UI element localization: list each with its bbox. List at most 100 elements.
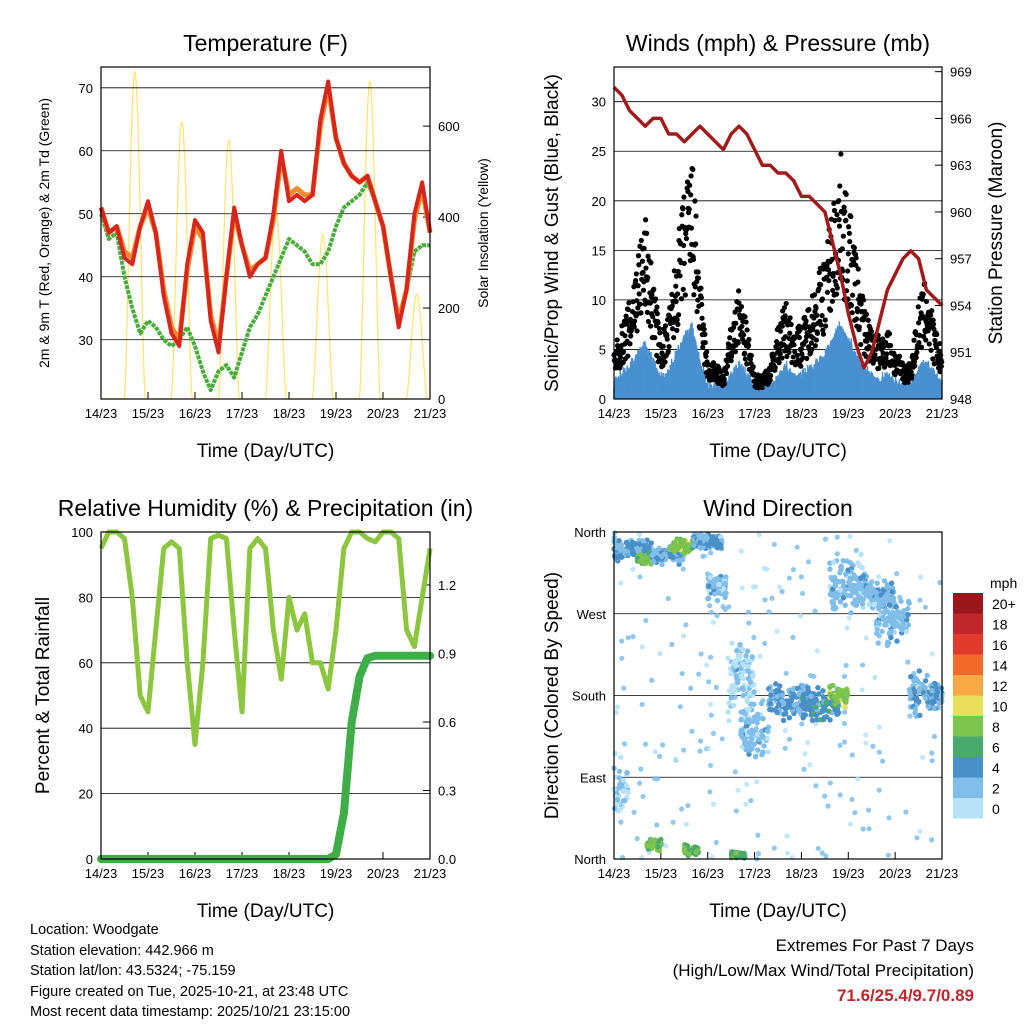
direction-point xyxy=(705,595,712,602)
direction-point xyxy=(706,679,712,685)
gust-point xyxy=(810,326,816,333)
direction-point xyxy=(808,693,814,699)
extremes-values: 71.6/25.4/9.7/0.89 xyxy=(836,986,974,1005)
gust-point xyxy=(702,339,708,346)
gust-point xyxy=(617,354,623,360)
x-tick-label: 20/23 xyxy=(879,866,912,881)
direction-point xyxy=(711,583,717,590)
gust-point xyxy=(788,321,794,328)
gust-point xyxy=(670,319,676,325)
direction-point xyxy=(884,591,891,597)
gust-point xyxy=(614,337,620,343)
y-tick-label: 30 xyxy=(79,333,93,348)
direction-point xyxy=(679,670,685,677)
direction-point xyxy=(776,702,782,708)
panel-1: Temperature (F) Time (Day/UTC) 2m & 9m T (… xyxy=(36,30,491,462)
direction-point xyxy=(859,662,866,668)
direction-point xyxy=(618,754,624,760)
direction-point xyxy=(746,620,752,626)
direction-point xyxy=(738,548,744,554)
gust-point xyxy=(856,324,862,330)
y-tick-label: 40 xyxy=(79,721,93,736)
direction-point xyxy=(819,708,826,715)
direction-point xyxy=(621,741,628,747)
gust-point xyxy=(841,204,847,210)
gust-point xyxy=(738,304,745,310)
direction-point xyxy=(823,700,829,706)
gust-point xyxy=(675,268,681,275)
direction-point xyxy=(681,537,687,544)
y-axis-label: Direction (Colored By Speed) xyxy=(542,572,563,819)
direction-point xyxy=(849,796,855,803)
gust-point xyxy=(831,207,838,214)
legend-swatch xyxy=(953,613,983,634)
direction-point xyxy=(634,545,640,551)
direction-point xyxy=(843,571,849,577)
direction-point xyxy=(640,793,646,800)
direction-point xyxy=(638,766,644,772)
station-info: Location: Woodgate Station elevation: 44… xyxy=(30,920,350,1023)
direction-point xyxy=(863,635,869,641)
legend-label: 14 xyxy=(992,658,1008,674)
y-tick-label: 70 xyxy=(79,81,93,96)
direction-point xyxy=(782,711,789,717)
pressure-line xyxy=(612,86,944,370)
direction-point xyxy=(870,586,876,592)
y-tick-label: 60 xyxy=(79,656,93,671)
direction-point xyxy=(700,553,706,559)
direction-point xyxy=(831,559,837,566)
legend-swatch xyxy=(953,654,983,675)
direction-point xyxy=(670,819,676,825)
direction-point xyxy=(747,679,754,685)
legend-swatch xyxy=(953,593,983,614)
x-axis-label: Time (Day/UTC) xyxy=(709,441,847,462)
gust-point xyxy=(692,198,698,204)
direction-point xyxy=(720,604,726,610)
legend-label: 12 xyxy=(992,678,1008,694)
y-axis-right-label: Solar Insolation (Yellow) xyxy=(475,158,491,308)
gust-point xyxy=(654,311,660,317)
gust-point xyxy=(829,298,835,304)
direction-point xyxy=(795,706,802,713)
direction-point xyxy=(707,654,714,660)
direction-point xyxy=(710,730,717,736)
direction-point xyxy=(674,536,680,542)
gust-point xyxy=(673,283,679,289)
direction-point xyxy=(714,613,720,619)
gust-point xyxy=(657,330,663,336)
direction-point xyxy=(905,611,911,618)
gust-point xyxy=(836,223,843,229)
direction-point xyxy=(762,597,768,603)
direction-point xyxy=(805,559,812,565)
direction-point xyxy=(746,729,753,735)
gust-point xyxy=(645,318,652,325)
gust-point xyxy=(639,258,646,264)
direction-point xyxy=(697,738,704,744)
direction-point xyxy=(733,808,739,814)
direction-point xyxy=(820,694,826,700)
direction-point xyxy=(672,542,678,548)
gust-point xyxy=(813,337,819,343)
direction-point xyxy=(639,701,645,708)
direction-point xyxy=(898,598,904,604)
gust-point xyxy=(777,351,783,357)
direction-point xyxy=(843,693,850,699)
direction-point xyxy=(780,717,787,724)
direction-point xyxy=(640,538,646,544)
direction-point xyxy=(807,672,814,679)
gust-point xyxy=(647,323,654,329)
direction-point xyxy=(815,684,821,691)
gust-point xyxy=(846,230,852,236)
gust-point xyxy=(848,302,855,309)
direction-point xyxy=(938,685,945,691)
direction-point xyxy=(752,584,759,590)
direction-point xyxy=(855,598,862,604)
gust-point xyxy=(918,344,925,350)
gust-point xyxy=(812,292,818,298)
gust-point xyxy=(727,335,733,341)
direction-point xyxy=(831,603,837,609)
direction-point xyxy=(679,557,686,563)
direction-point xyxy=(725,655,731,661)
direction-point xyxy=(738,727,745,733)
direction-point xyxy=(751,689,757,695)
